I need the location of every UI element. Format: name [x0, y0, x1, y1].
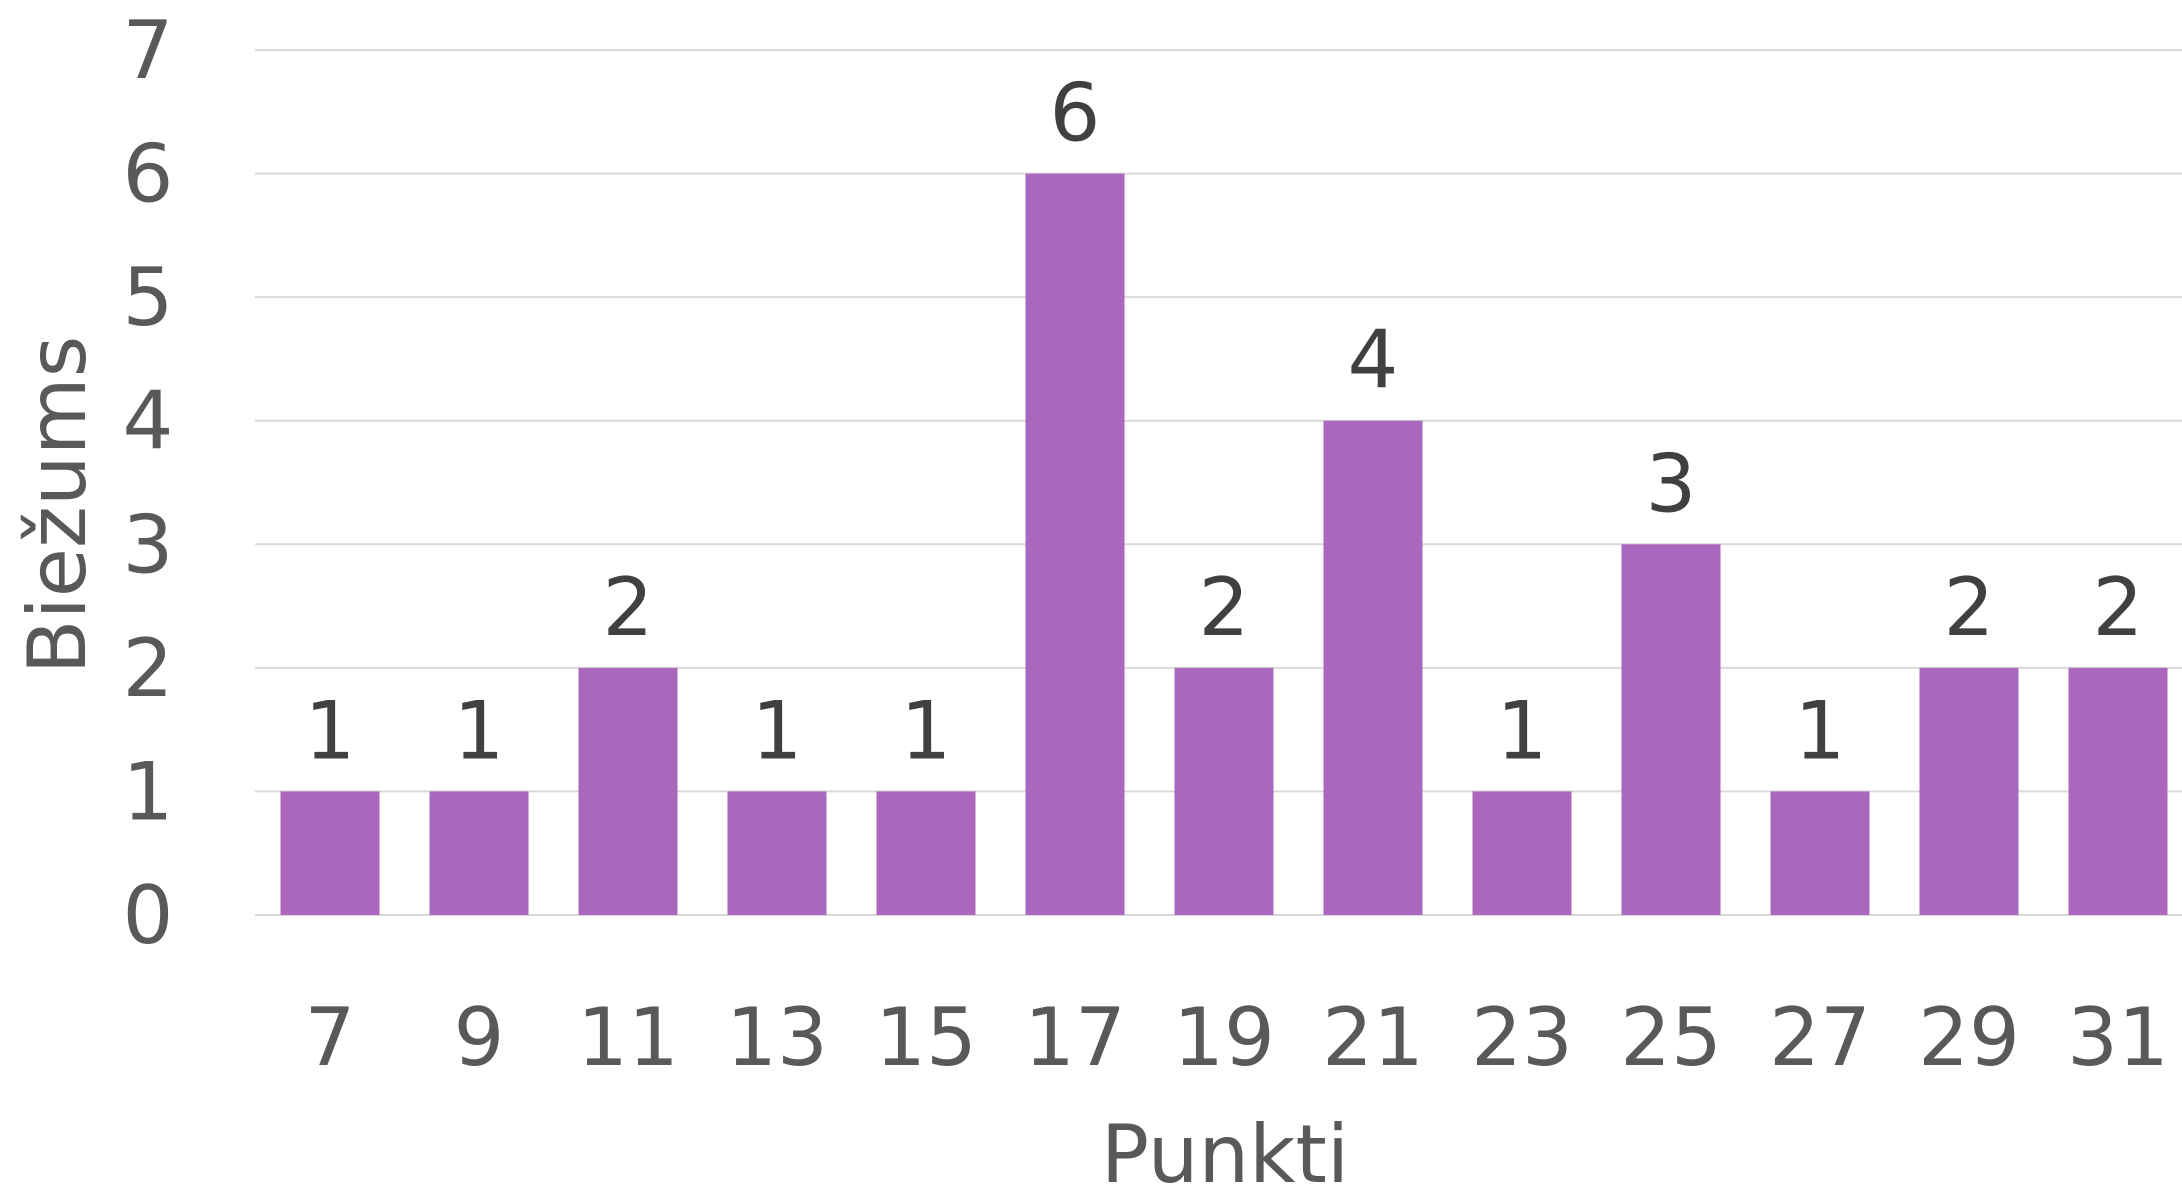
x-tick-label: 11: [577, 991, 679, 1084]
data-label: 2: [603, 561, 654, 654]
y-tick-label: 5: [123, 251, 174, 344]
x-tick-label: 29: [1918, 991, 2020, 1084]
x-tick-label: 25: [1620, 991, 1722, 1084]
data-label: 6: [1050, 67, 1101, 160]
x-tick-label: 13: [726, 991, 828, 1084]
x-tick-label: 31: [2067, 991, 2169, 1084]
data-label: 3: [1646, 437, 1697, 530]
y-tick-label: 7: [123, 4, 174, 97]
bars: [280, 173, 2168, 916]
y-axis-ticks: 0 1 2 3 4 5 6 7: [123, 4, 174, 962]
bar: [727, 791, 827, 915]
data-label: 1: [1795, 684, 1846, 777]
y-tick-label: 3: [123, 498, 174, 591]
x-tick-label: 21: [1322, 991, 1424, 1084]
data-label: 1: [305, 684, 356, 777]
data-labels: 1 1 2 1 1 6 2 4 1 3 1 2 2: [305, 67, 2144, 778]
bar: [429, 791, 529, 915]
y-tick-label: 2: [123, 622, 174, 715]
bar: [2068, 667, 2168, 915]
bar: [1919, 667, 2019, 915]
x-tick-label: 7: [305, 991, 356, 1084]
x-axis-title: Punkti: [1101, 1108, 1349, 1191]
bar: [578, 667, 678, 915]
bar: [1025, 173, 1125, 916]
y-tick-label: 1: [123, 745, 174, 838]
bar: [1770, 791, 1870, 915]
x-axis-ticks: 7 9 11 13 15 17 19 21 23 25 27 29 31: [305, 991, 2169, 1084]
data-label: 1: [901, 684, 952, 777]
x-tick-label: 19: [1173, 991, 1275, 1084]
x-tick-label: 15: [875, 991, 977, 1084]
bar: [876, 791, 976, 915]
bar: [1323, 420, 1423, 915]
y-tick-label: 6: [123, 128, 174, 221]
bar: [280, 791, 380, 915]
y-tick-label: 0: [123, 869, 174, 962]
data-label: 2: [1199, 561, 1250, 654]
y-tick-label: 4: [123, 375, 174, 468]
x-tick-label: 9: [454, 991, 505, 1084]
data-label: 1: [454, 684, 505, 777]
data-label: 4: [1348, 314, 1399, 407]
data-label: 2: [2093, 561, 2144, 654]
x-tick-label: 27: [1769, 991, 1871, 1084]
data-label: 1: [752, 684, 803, 777]
data-label: 2: [1944, 561, 1995, 654]
x-tick-label: 23: [1471, 991, 1573, 1084]
x-tick-label: 17: [1024, 991, 1126, 1084]
bar: [1472, 791, 1572, 915]
bar: [1174, 667, 1274, 915]
bar: [1621, 544, 1721, 915]
data-label: 1: [1497, 684, 1548, 777]
y-axis-title: Biežums: [11, 336, 104, 675]
